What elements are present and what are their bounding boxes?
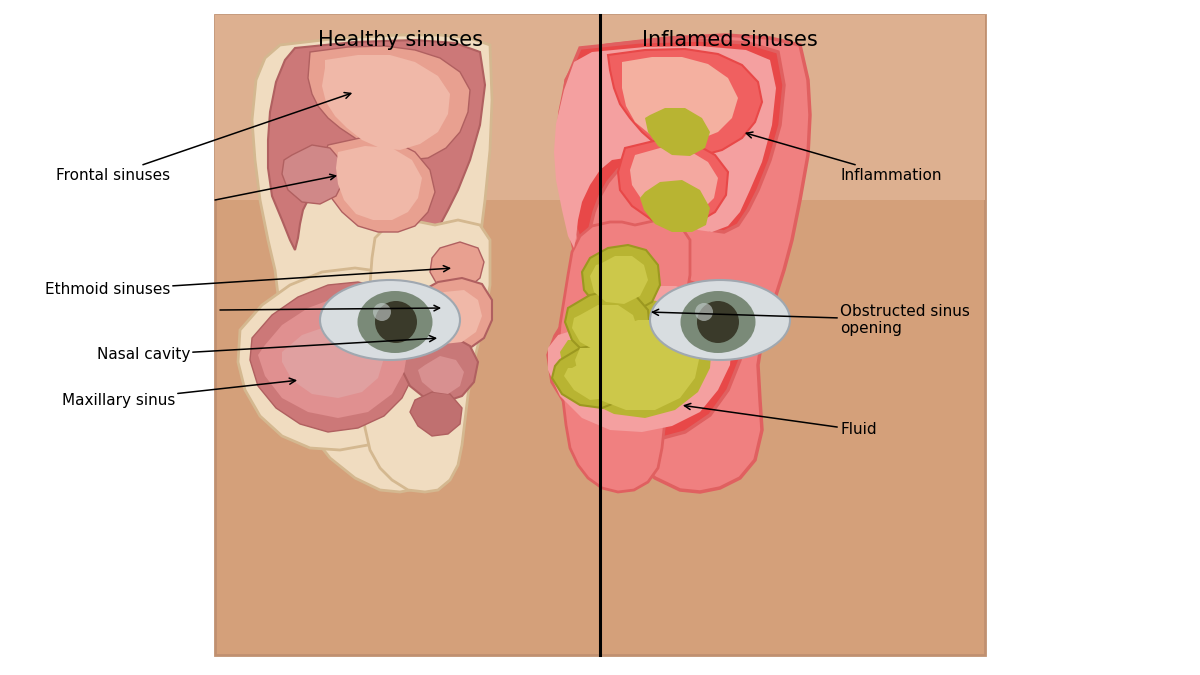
Ellipse shape [697, 301, 739, 343]
Text: Obstructed sinus
opening: Obstructed sinus opening [653, 304, 970, 336]
Ellipse shape [320, 280, 460, 360]
Ellipse shape [374, 301, 418, 343]
Polygon shape [582, 245, 660, 314]
Polygon shape [268, 40, 485, 250]
Polygon shape [548, 278, 742, 440]
Polygon shape [322, 55, 450, 150]
Polygon shape [548, 286, 732, 432]
Text: Inflamed sinuses: Inflamed sinuses [642, 30, 818, 50]
Polygon shape [622, 57, 738, 142]
Text: Frontal sinuses: Frontal sinuses [56, 92, 350, 182]
Polygon shape [640, 180, 710, 232]
Polygon shape [258, 298, 408, 418]
Polygon shape [558, 40, 784, 252]
Polygon shape [215, 15, 985, 200]
Polygon shape [402, 336, 478, 402]
Polygon shape [308, 46, 470, 160]
Polygon shape [552, 344, 636, 408]
Text: Ethmoid sinuses: Ethmoid sinuses [44, 266, 450, 298]
Polygon shape [608, 49, 762, 156]
Polygon shape [430, 242, 484, 292]
Text: Healthy sinuses: Healthy sinuses [318, 30, 482, 50]
Polygon shape [410, 392, 462, 436]
Polygon shape [322, 138, 436, 232]
Polygon shape [572, 305, 638, 353]
Text: Nasal cavity: Nasal cavity [97, 335, 436, 362]
Text: Maxillary sinus: Maxillary sinus [61, 378, 295, 408]
Polygon shape [360, 220, 490, 492]
Polygon shape [238, 268, 428, 450]
Polygon shape [562, 35, 810, 492]
Polygon shape [630, 148, 718, 216]
Ellipse shape [680, 291, 756, 353]
Polygon shape [646, 108, 710, 156]
Polygon shape [590, 256, 648, 304]
Polygon shape [618, 140, 728, 226]
Polygon shape [554, 46, 776, 248]
Polygon shape [250, 282, 418, 432]
Ellipse shape [373, 303, 391, 321]
Polygon shape [565, 290, 650, 362]
Polygon shape [215, 15, 985, 655]
Ellipse shape [650, 280, 790, 360]
Polygon shape [252, 35, 492, 492]
Polygon shape [336, 146, 422, 220]
Polygon shape [575, 320, 700, 410]
Text: Fluid: Fluid [684, 404, 877, 437]
Polygon shape [416, 290, 482, 344]
Ellipse shape [358, 291, 432, 353]
Polygon shape [418, 356, 464, 394]
Polygon shape [282, 145, 344, 204]
Polygon shape [558, 220, 690, 492]
Ellipse shape [695, 303, 713, 321]
Text: Inflammation: Inflammation [746, 132, 942, 182]
Polygon shape [282, 326, 384, 398]
Polygon shape [564, 358, 622, 400]
Polygon shape [560, 300, 712, 418]
Polygon shape [410, 278, 492, 352]
